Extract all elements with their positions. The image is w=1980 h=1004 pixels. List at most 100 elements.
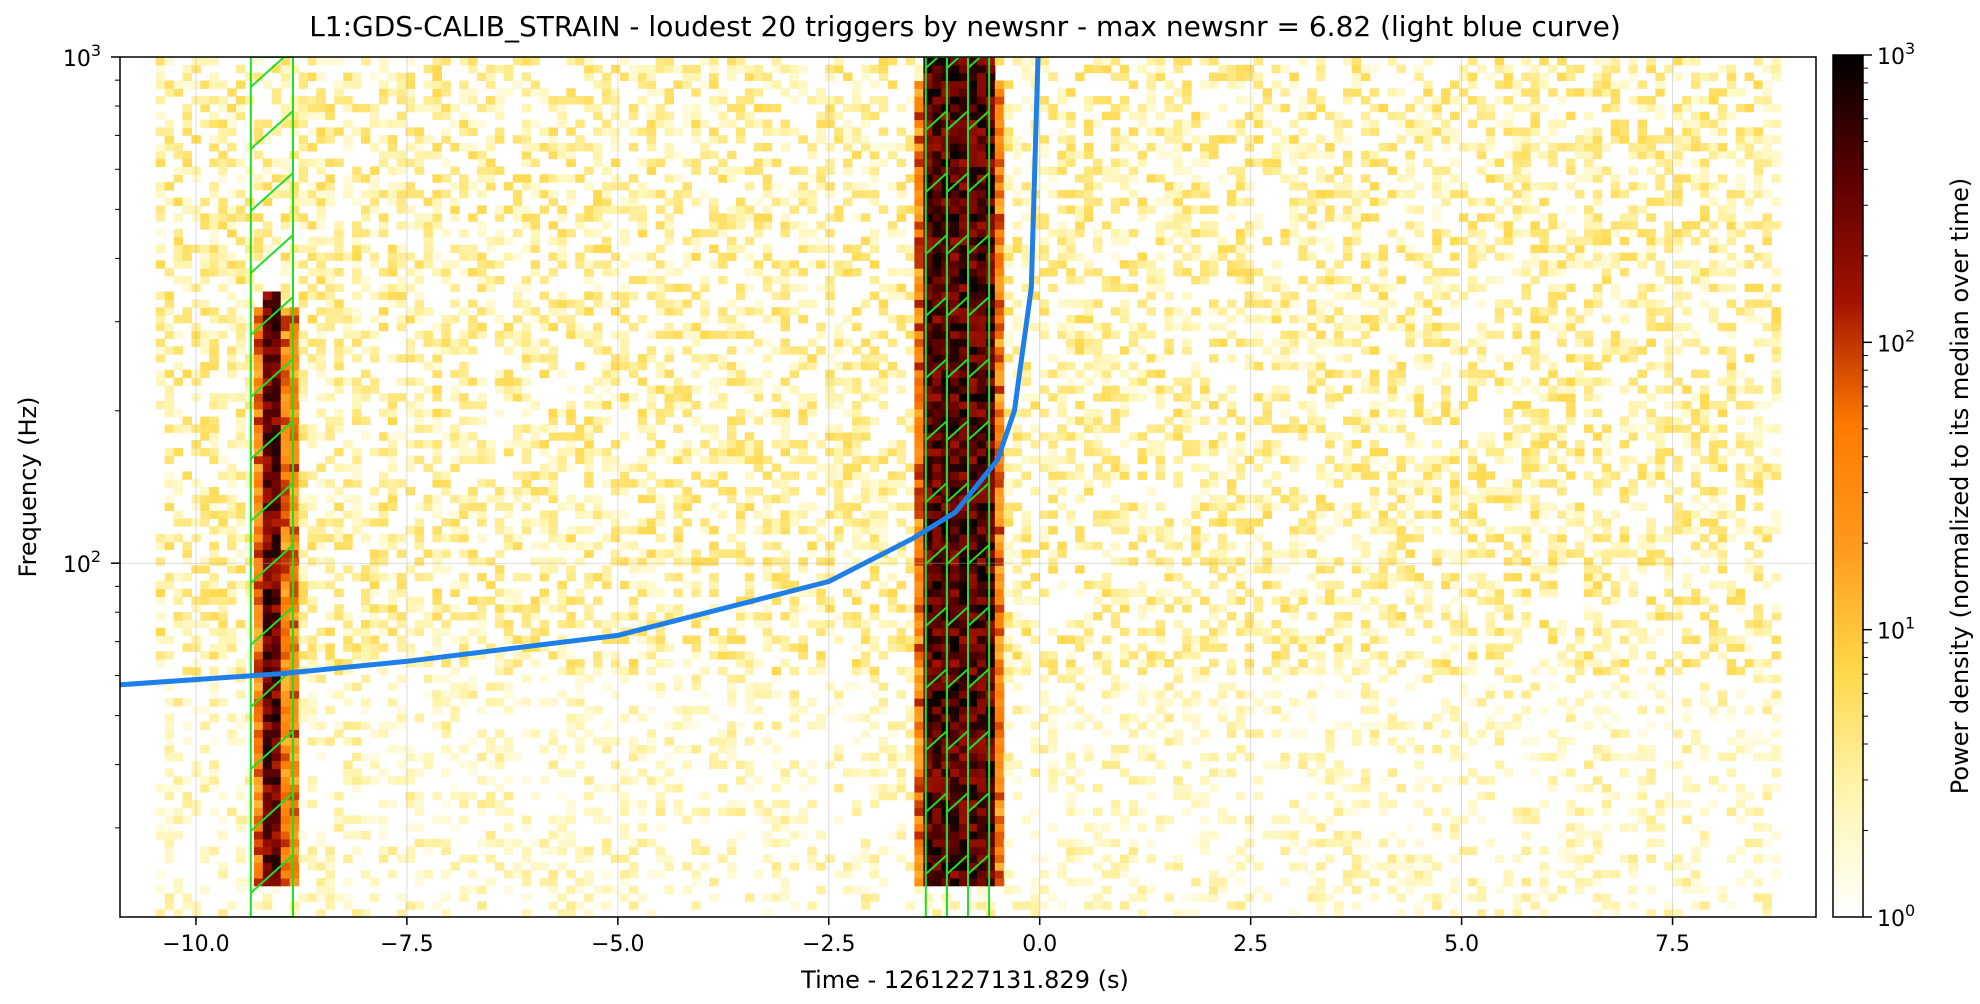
- heatmap-cell: [637, 635, 648, 644]
- heatmap-cell: [664, 213, 674, 222]
- heatmap-cell: [182, 244, 192, 253]
- heatmap-cell: [280, 846, 291, 855]
- heatmap-cell: [209, 361, 219, 371]
- heatmap-cell: [262, 815, 273, 824]
- heatmap-cell: [298, 244, 308, 253]
- heatmap-cell: [387, 432, 398, 441]
- heatmap-cell: [923, 72, 933, 81]
- heatmap-cell: [932, 502, 942, 511]
- heatmap-cell: [503, 447, 514, 457]
- heatmap-cell: [307, 643, 317, 652]
- heatmap-cell: [932, 260, 942, 269]
- heatmap-cell: [209, 580, 219, 590]
- heatmap-cell: [718, 401, 728, 410]
- heatmap-cell: [718, 213, 728, 222]
- heatmap-cell: [262, 479, 273, 488]
- heatmap-cell: [486, 479, 496, 488]
- heatmap-cell: [227, 533, 237, 543]
- heatmap-cell: [343, 80, 353, 89]
- heatmap-cell: [682, 393, 692, 402]
- heatmap-cell: [852, 385, 862, 394]
- heatmap-cell: [468, 690, 478, 699]
- heatmap-cell: [959, 784, 969, 793]
- heatmap-cell: [334, 268, 344, 277]
- heatmap-cell: [584, 776, 594, 785]
- heatmap-cell: [816, 596, 826, 605]
- heatmap-cell: [655, 588, 666, 597]
- heatmap-cell: [316, 627, 326, 637]
- heatmap-cell: [914, 877, 924, 887]
- heatmap-cell: [905, 244, 915, 253]
- heatmap-cell: [646, 127, 657, 136]
- heatmap-cell: [236, 275, 246, 285]
- heatmap-cell: [218, 815, 228, 824]
- heatmap-cell: [985, 838, 996, 848]
- heatmap-cell: [584, 729, 594, 738]
- heatmap-cell: [253, 150, 264, 160]
- heatmap-cell: [727, 635, 737, 644]
- heatmap-cell: [155, 72, 166, 81]
- heatmap-cell: [253, 471, 264, 480]
- heatmap-cell: [655, 283, 666, 293]
- heatmap-cell: [521, 815, 532, 824]
- heatmap-cell: [262, 862, 273, 871]
- heatmap-cell: [494, 784, 505, 793]
- heatmap-cell: [628, 666, 639, 676]
- heatmap-cell: [441, 815, 451, 824]
- heatmap-cell: [646, 619, 657, 629]
- heatmap-cell: [307, 557, 317, 566]
- heatmap-cell: [530, 424, 541, 433]
- heatmap-cell: [887, 588, 898, 597]
- heatmap-cell: [548, 760, 558, 769]
- heatmap-cell: [227, 737, 237, 746]
- heatmap-cell: [280, 573, 291, 582]
- heatmap-cell: [289, 96, 300, 105]
- heatmap-cell: [923, 831, 933, 840]
- heatmap-cell: [976, 565, 987, 574]
- heatmap-cell: [932, 573, 942, 582]
- heatmap-cell: [860, 494, 871, 504]
- heatmap-cell: [655, 111, 666, 121]
- heatmap-cell: [298, 698, 308, 707]
- heatmap-cell: [387, 612, 398, 621]
- heatmap-cell: [459, 330, 469, 339]
- heatmap-cell: [628, 776, 639, 785]
- heatmap-cell: [378, 627, 389, 637]
- heatmap-cell: [959, 619, 969, 629]
- heatmap-cell: [637, 549, 648, 558]
- heatmap-cell: [807, 455, 817, 465]
- heatmap-cell: [682, 189, 692, 199]
- heatmap-cell: [200, 745, 210, 754]
- heatmap-cell: [878, 487, 889, 496]
- heatmap-cell: [316, 111, 326, 121]
- heatmap-cell: [378, 729, 389, 738]
- heatmap-cell: [396, 322, 407, 332]
- heatmap-cell: [959, 471, 969, 480]
- heatmap-cell: [503, 533, 514, 543]
- heatmap-cell: [976, 588, 987, 597]
- heatmap-cell: [968, 612, 978, 621]
- heatmap-cell: [209, 682, 219, 691]
- heatmap-cell: [280, 604, 291, 613]
- heatmap-cell: [976, 705, 987, 715]
- heatmap-cell: [352, 221, 362, 230]
- heatmap-cell: [566, 721, 576, 730]
- heatmap-cell: [441, 408, 451, 418]
- heatmap-cell: [227, 127, 237, 136]
- heatmap-cell: [557, 533, 567, 543]
- heatmap-cell: [985, 799, 996, 809]
- heatmap-cell: [325, 127, 335, 136]
- heatmap-cell: [869, 64, 880, 74]
- heatmap-cell: [976, 666, 987, 676]
- heatmap-cell: [896, 518, 907, 527]
- heatmap-cell: [253, 713, 264, 723]
- heatmap-cell: [414, 557, 425, 566]
- heatmap-cell: [959, 455, 969, 465]
- heatmap-cell: [593, 737, 603, 746]
- heatmap-cell: [280, 627, 291, 637]
- heatmap-cell: [405, 189, 416, 199]
- heatmap-cell: [923, 111, 933, 121]
- heatmap-cell: [610, 666, 621, 676]
- heatmap-cell: [923, 838, 933, 848]
- heatmap-cell: [521, 338, 532, 347]
